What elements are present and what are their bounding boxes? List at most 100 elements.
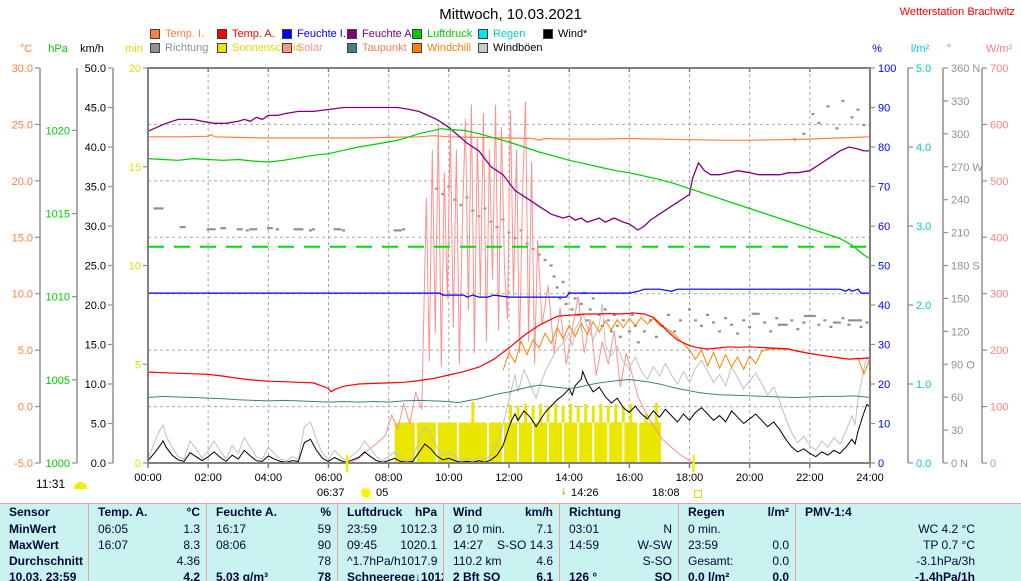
axis-title-tempC: °C	[20, 43, 32, 55]
legend-swatch-icon	[217, 29, 227, 39]
richtung-dot	[206, 228, 210, 231]
x-tick-label: 14:00	[555, 472, 583, 484]
sunshine-spike	[546, 405, 550, 425]
richtung-dot	[543, 258, 547, 262]
axis-tick-label: 360 N	[951, 63, 980, 75]
table-cell: 1.3	[183, 522, 200, 536]
axis-tick-label: 30.0	[12, 63, 33, 75]
axis-tick-label: 300	[951, 129, 969, 141]
table-data-row: 14:27 S-SO 14.3	[444, 537, 559, 553]
table-data-row: 23:59 0.0	[679, 537, 795, 553]
table-data-row: WC 4.2 °C	[796, 521, 1021, 537]
table-row-label: Sensor	[0, 504, 88, 521]
table-cell: 0.0	[772, 554, 789, 568]
table-cell: 0 min.	[688, 522, 721, 536]
axis-tick-label: 4.0	[916, 142, 931, 154]
sunshine-spike	[644, 413, 648, 425]
richtung-dot	[220, 227, 227, 230]
richtung-dot	[342, 229, 346, 232]
table-cell: Feuchte A.	[216, 505, 277, 519]
legend-item: Temp. A.	[217, 28, 275, 40]
richtung-dot	[636, 341, 640, 344]
table-cell: 1020.1	[400, 538, 437, 552]
summary-table: Sensor MinWert MaxWert Durchschnitt 10.03. 2…	[0, 503, 1021, 581]
table-cell: 4.2	[183, 570, 200, 581]
chart-title: Mittwoch, 10.03.2021	[439, 6, 582, 23]
table-data-row: 126 ° SO	[560, 569, 678, 581]
table-data-row: -1.4hPa/1h	[796, 569, 1021, 581]
axis-tick-label: 0.0	[18, 402, 33, 414]
table-row-label: Durchschnitt	[0, 553, 88, 569]
legend-swatch-icon	[478, 29, 488, 39]
legend-swatch-icon	[282, 29, 292, 39]
table-cell: 110.2 km	[453, 554, 502, 568]
table-row-label: 10.03. 23:59	[0, 569, 88, 581]
axis-title-deg: °	[947, 43, 951, 55]
axis-tick-label: 25.0	[85, 261, 106, 273]
sunshine-spike	[614, 403, 618, 425]
table-row-label: MaxWert	[0, 537, 88, 553]
day-length-label: 11:31	[36, 477, 66, 491]
table-header-row: Feuchte A.%	[207, 504, 337, 521]
table-column: Sensor MinWert MaxWert Durchschnitt 10.03. 2…	[0, 504, 88, 581]
x-tick-label: 00:00	[134, 472, 162, 484]
table-cell: 16:17	[216, 522, 247, 536]
table-data-row: Gesamt: 0.0	[679, 553, 795, 569]
richtung-dot	[266, 227, 270, 230]
axis-tick-label: 210	[951, 228, 969, 240]
axis-title-wm2: W/m²	[986, 43, 1013, 55]
sunshine-gap	[547, 422, 550, 462]
axis-tick-label: -5.0	[14, 458, 33, 470]
richtung-dot	[333, 228, 342, 231]
legend-item: Richtung	[150, 42, 208, 54]
series-feuchte_i	[148, 288, 870, 298]
table-cell	[207, 553, 216, 569]
legend-swatch-icon	[347, 29, 357, 39]
axis-title-hpa: hPa	[48, 43, 68, 55]
table-column: PMV-1:4 WC 4.2 °C TP 0.7 °C -3.1hPa/3h -1.4h…	[795, 504, 1021, 581]
richtung-dot	[459, 204, 463, 207]
axis-tick-label: 45.0	[85, 103, 106, 115]
legend-swatch-icon	[412, 29, 422, 39]
table-column: Feuchte A.% 16:17 59 08:06 90 78 5.03 g/m³ 78	[206, 504, 337, 581]
sunshine-spike	[561, 405, 565, 425]
richtung-dot	[847, 319, 862, 322]
legend-swatch-icon	[543, 29, 553, 39]
table-cell: 4.36	[176, 554, 200, 568]
sunshine-gap	[486, 422, 489, 462]
table-header-row: Richtung	[560, 504, 678, 521]
legend-label: Feuchte A.	[362, 28, 415, 40]
richtung-dot	[730, 323, 734, 326]
table-cell	[796, 553, 805, 569]
axis-tick-label: 0.0	[91, 458, 106, 470]
axis-tick-label: 25.0	[12, 119, 33, 131]
table-cell: 1012.3	[400, 522, 437, 536]
axis-tick-label: 5.0	[91, 419, 106, 431]
richtung-dot	[802, 132, 806, 135]
richtung-dot	[269, 227, 273, 230]
table-cell: 10.03. 23:59	[9, 570, 77, 581]
richtung-dot	[402, 228, 406, 231]
legend-item: Taupunkt	[347, 42, 407, 54]
table-header-row: Luftdruck hPa	[338, 504, 443, 521]
richtung-dot	[817, 323, 821, 326]
richtung-dot	[817, 121, 821, 124]
table-data-row: 0 min.	[679, 521, 795, 537]
sunshine-spike	[554, 403, 558, 425]
table-header-row: Regen l/m²	[679, 504, 795, 521]
series-feuchte_a	[147, 106, 870, 231]
richtung-dot	[573, 297, 577, 300]
table-data-row: 0.0 l/m² 0.0	[679, 569, 795, 581]
axis-tick-label: 40	[878, 300, 890, 312]
legend-swatch-icon	[150, 43, 160, 53]
table-cell: MinWert	[9, 522, 57, 536]
table-cell: 14:59	[569, 538, 600, 552]
legend-label: Temp. I.	[165, 28, 205, 40]
x-tick-label: 18:00	[676, 472, 704, 484]
richtung-dot	[621, 319, 625, 322]
axis-tick-label: 15.0	[12, 232, 33, 244]
axis-tick-label: 0	[135, 458, 141, 470]
legend-swatch-icon	[347, 43, 357, 53]
legend-label: Windchill	[427, 42, 472, 54]
richtung-dot	[537, 253, 541, 256]
